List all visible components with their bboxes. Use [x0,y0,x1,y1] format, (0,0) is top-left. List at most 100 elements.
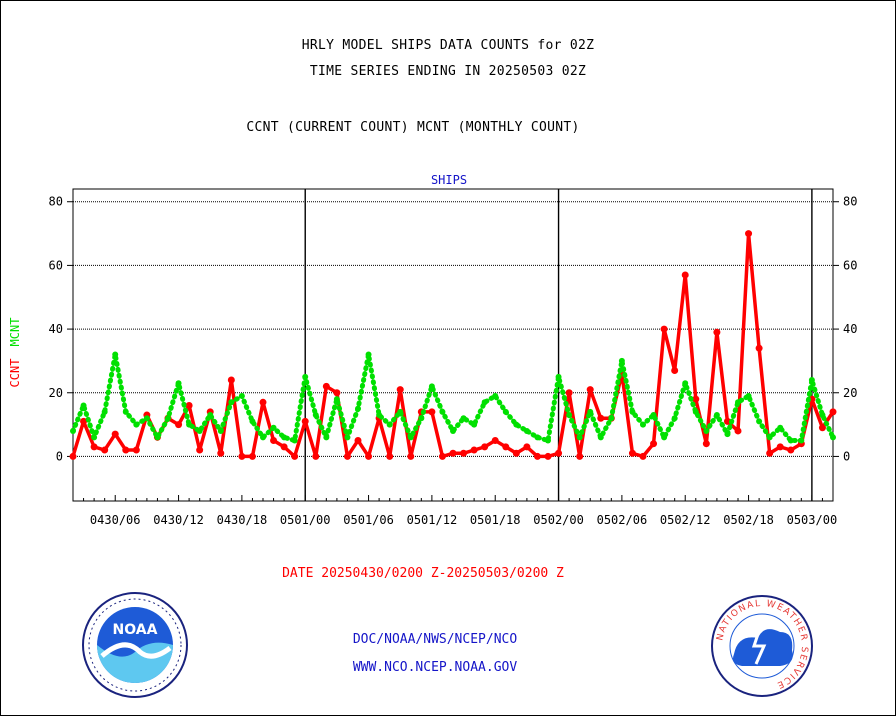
xtick-label: 0501/18 [470,513,521,527]
data-point-mcnt [830,434,836,441]
data-point-ccnt [185,401,193,409]
data-point-ccnt [217,449,225,457]
date-range-label: DATE 20250430/0200 Z-20250503/0200 Z [282,566,564,581]
data-point-ccnt [481,443,489,451]
data-point-mcnt [344,434,351,441]
data-point-ccnt [776,443,784,451]
data-point-ccnt [312,452,320,460]
data-point-mcnt [566,412,573,419]
data-point-ccnt [132,446,140,454]
data-point-ccnt [438,452,446,460]
data-point-mcnt [386,421,393,428]
data-point-ccnt [650,440,658,448]
data-point-ccnt [343,452,351,460]
xtick-label: 0502/00 [533,513,584,527]
data-point-mcnt [418,415,425,422]
data-point-ccnt [175,421,183,429]
data-point-ccnt [396,386,404,394]
data-point-ccnt [259,398,267,406]
data-point-mcnt [175,380,182,387]
data-point-mcnt [534,434,541,441]
data-point-ccnt [111,430,119,438]
xtick-label: 0502/12 [660,513,711,527]
data-point-mcnt [671,415,678,422]
time-series-chart: SHIPS CCNT MCNT 0 0 20 20 40 40 60 60 80 80 0430/0… [8,173,857,527]
ytick-label-right: 80 [843,195,857,209]
data-point-mcnt [692,408,699,415]
org-path-text: DOC/NOAA/NWS/NCEP/NCO [352,632,518,647]
data-point-mcnt [439,408,446,415]
data-point-mcnt [428,383,435,390]
data-point-ccnt [681,271,689,279]
data-point-ccnt [248,452,256,460]
data-point-mcnt [766,434,773,441]
data-point-mcnt [471,421,478,428]
data-point-mcnt [661,434,668,441]
data-point-mcnt [576,434,583,441]
data-point-ccnt [533,452,541,460]
data-point-mcnt [745,392,752,399]
data-point-ccnt [576,452,584,460]
data-point-ccnt [470,446,478,454]
data-point-ccnt [702,440,710,448]
data-point-mcnt [312,412,319,419]
data-point-ccnt [723,417,731,425]
data-point-mcnt [597,434,604,441]
ytick-label-left: 0 [56,449,63,463]
data-point-ccnt [713,328,721,336]
data-point-ccnt [449,449,457,457]
data-point-ccnt [101,446,109,454]
chart-title-line-1: HRLY MODEL SHIPS DATA COUNTS for 02Z [301,38,595,53]
data-point-ccnt [628,449,636,457]
data-point-mcnt [407,434,414,441]
data-point-ccnt [512,449,520,457]
data-point-ccnt [460,449,468,457]
xtick-label: 0430/06 [90,513,141,527]
ytick-label-right: 60 [843,258,857,272]
data-point-ccnt [639,452,647,460]
xtick-label: 0503/00 [787,513,838,527]
data-point-mcnt [735,399,741,406]
data-point-mcnt [376,412,383,419]
data-point-ccnt [90,443,98,451]
data-point-ccnt [544,452,552,460]
ytick-label-right: 0 [843,449,850,463]
xtick-label: 0501/00 [280,513,331,527]
data-point-mcnt [270,424,277,431]
data-point-ccnt [818,424,826,432]
xtick-label: 0502/06 [597,513,648,527]
data-point-mcnt [587,408,594,415]
xtick-label: 0430/18 [217,513,268,527]
data-point-mcnt [207,412,214,419]
ytick-label-left: 60 [49,258,63,272]
data-point-mcnt [228,399,235,406]
data-point-mcnt [608,415,615,422]
data-point-mcnt [186,421,193,428]
data-point-mcnt [618,357,625,364]
data-point-ccnt [829,408,837,416]
xtick-label: 0502/18 [723,513,774,527]
xtick-label: 0501/12 [407,513,458,527]
series-line-mcnt [70,352,836,444]
noaa-logo-text: NOAA [113,622,158,638]
data-point-ccnt [745,230,753,238]
data-point-ccnt [270,437,278,445]
data-point-mcnt [481,399,488,406]
ylabel-ccnt: CCNT [8,359,22,388]
data-point-mcnt [165,415,171,422]
data-point-mcnt [133,421,140,428]
xtick-label: 0501/06 [343,513,394,527]
data-point-ccnt [196,446,204,454]
data-point-ccnt [122,446,130,454]
ylabel-mcnt: MCNT [8,318,22,347]
ytick-label-left: 80 [49,195,63,209]
data-point-ccnt [565,389,573,397]
data-point-mcnt [249,418,256,425]
plot-title: SHIPS [431,173,467,187]
data-point-mcnt [629,408,636,415]
data-point-mcnt [682,380,689,387]
data-point-ccnt [238,452,246,460]
data-point-mcnt [154,434,161,441]
website-link[interactable]: WWW.NCO.NCEP.NOAA.GOV [352,660,518,675]
data-point-ccnt [407,452,415,460]
